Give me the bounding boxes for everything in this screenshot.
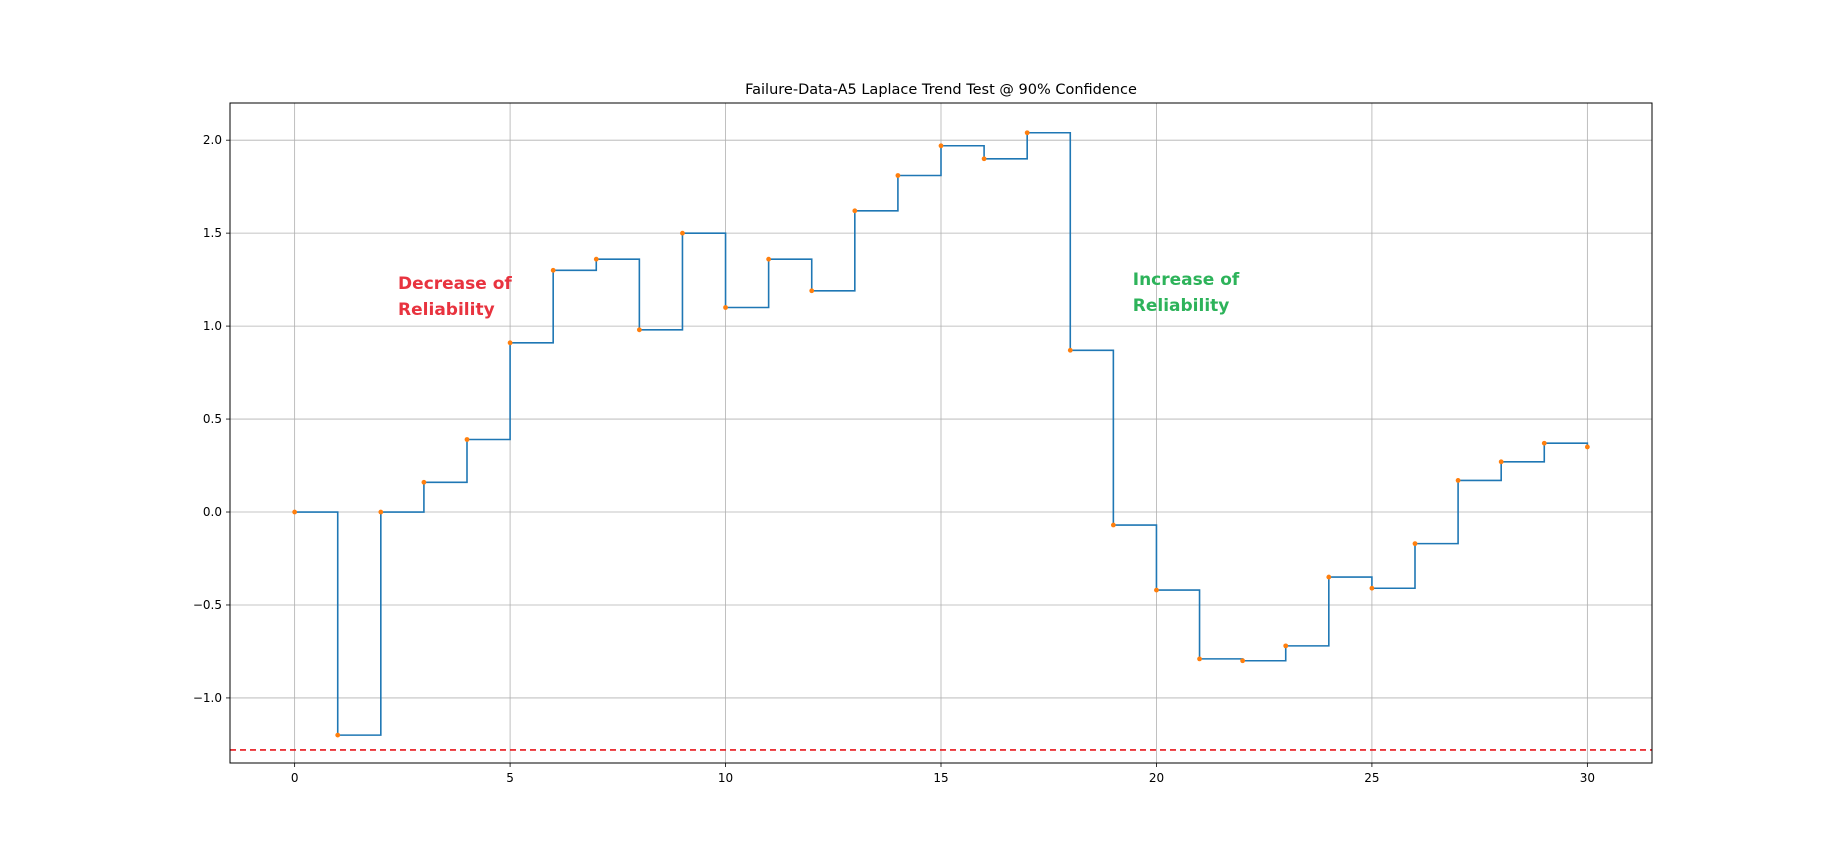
data-point-29: [1541, 440, 1547, 446]
x-tick-label-3: 15: [933, 771, 948, 785]
grid: [230, 103, 1652, 763]
annotations: Decrease of Reliability Increase of Reliabi…: [398, 270, 1240, 320]
data-point-10: [723, 305, 728, 310]
data-point-25: [1369, 585, 1375, 591]
annotation-1-line-0: Increase of: [1133, 270, 1240, 290]
data-point-5: [507, 340, 513, 346]
y-tick-label-4: 1.0: [203, 319, 222, 333]
data-point-13: [852, 208, 858, 214]
data-point-18: [1067, 347, 1073, 353]
data-point-20: [1154, 587, 1159, 593]
data-point-16: [981, 156, 987, 162]
data-point-30: [1584, 444, 1590, 450]
data-point-15: [938, 143, 944, 149]
data-markers: [292, 130, 1590, 738]
data-point-14: [895, 173, 901, 178]
x-axis: 0 5 10 15 20 25 30: [291, 763, 1595, 785]
x-tick-label-5: 25: [1364, 771, 1379, 785]
y-tick-label-6: 2.0: [203, 133, 222, 147]
y-tick-label-1: −0.5: [193, 598, 222, 612]
annotation-1-line-1: Reliability: [1133, 296, 1230, 316]
data-point-12: [809, 288, 815, 294]
annotation-0-line-1: Reliability: [398, 300, 495, 320]
data-point-26: [1412, 541, 1418, 547]
data-point-1: [335, 732, 341, 738]
x-tick-label-2: 10: [718, 771, 733, 785]
data-point-11: [766, 256, 772, 262]
y-axis: −1.0 −0.5 0.0 0.5 1.0 1.5 2.0: [193, 133, 230, 705]
data-point-4: [464, 437, 470, 442]
annotation-0-line-0: Decrease of: [398, 274, 512, 294]
data-point-2: [378, 509, 384, 515]
data-point-3: [421, 479, 427, 485]
data-point-19: [1110, 522, 1116, 528]
data-point-27: [1455, 478, 1461, 483]
y-tick-label-2: 0.0: [203, 505, 222, 519]
x-tick-label-1: 5: [506, 771, 514, 785]
data-point-0: [292, 509, 298, 515]
y-tick-label-0: −1.0: [193, 691, 222, 705]
data-point-9: [680, 230, 685, 236]
data-point-8: [636, 327, 642, 333]
chart-title: Failure-Data-A5 Laplace Trend Test @ 90%…: [745, 82, 1137, 98]
data-point-22: [1240, 658, 1246, 664]
data-point-21: [1197, 656, 1202, 662]
data-point-17: [1024, 130, 1030, 136]
x-tick-label-4: 20: [1149, 771, 1164, 785]
y-tick-label-3: 0.5: [203, 412, 222, 426]
x-tick-label-6: 30: [1580, 771, 1595, 785]
data-point-24: [1326, 574, 1332, 580]
y-tick-label-5: 1.5: [203, 226, 222, 240]
data-point-6: [550, 267, 556, 273]
data-point-28: [1498, 459, 1504, 465]
x-tick-label-0: 0: [291, 771, 299, 785]
data-point-23: [1283, 643, 1289, 649]
data-point-7: [593, 256, 599, 262]
